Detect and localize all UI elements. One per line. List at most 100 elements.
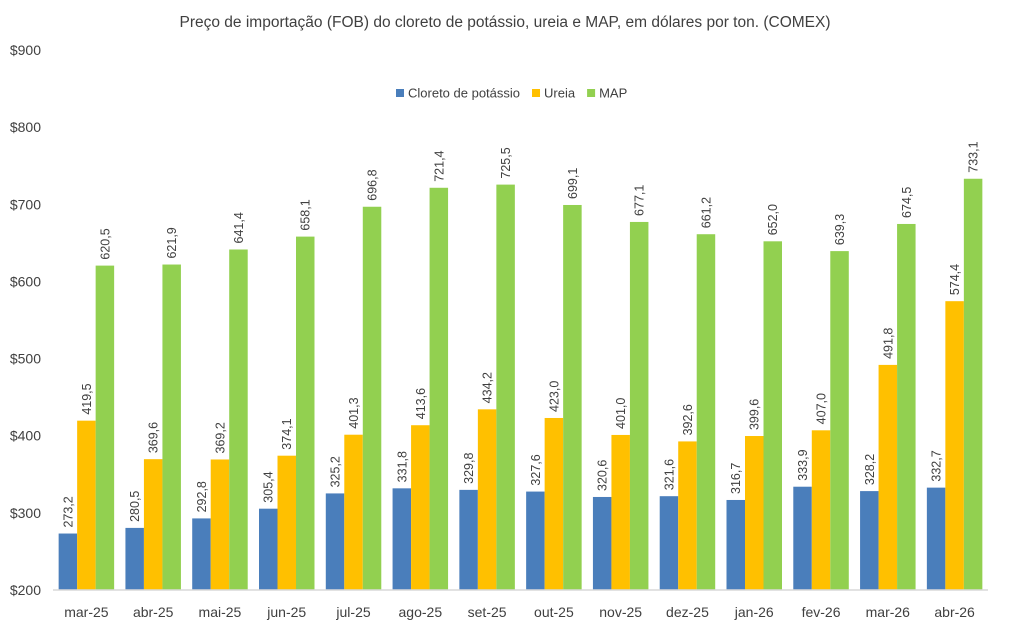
bar-cloreto-de-pot-ssio-ago-25	[392, 488, 412, 590]
bar-cloreto-de-pot-ssio-dez-25	[659, 496, 679, 590]
data-label: 658,1	[299, 199, 313, 230]
x-tick-label: fev-26	[802, 604, 841, 620]
bar-ureia-abr-25	[143, 459, 163, 590]
data-label: 733,1	[967, 141, 981, 172]
data-label: 292,8	[195, 481, 209, 512]
legend-swatch	[396, 89, 404, 97]
data-label: 401,0	[614, 398, 628, 429]
data-label: 574,4	[948, 264, 962, 295]
bar-cloreto-de-pot-ssio-abr-26	[926, 487, 946, 590]
data-label: 328,2	[863, 454, 877, 485]
data-label: 374,1	[280, 418, 294, 449]
bar-ureia-mar-26	[878, 364, 898, 590]
y-tick-label: $800	[10, 119, 41, 135]
data-label: 401,3	[347, 397, 361, 428]
x-tick-label: mar-25	[64, 604, 109, 620]
bar-cloreto-de-pot-ssio-nov-25	[592, 496, 612, 590]
data-label: 696,8	[366, 169, 380, 200]
bar-ureia-jan-26	[745, 436, 764, 590]
bar-cloreto-de-pot-ssio-out-25	[526, 491, 545, 590]
bar-map-out-25	[563, 204, 582, 591]
bar-ureia-nov-25	[611, 434, 630, 590]
bar-map-abr-25	[162, 264, 181, 590]
bar-ureia-abr-26	[945, 301, 964, 590]
data-label: 320,6	[596, 460, 610, 491]
bar-cloreto-de-pot-ssio-fev-26	[793, 486, 812, 590]
data-label: 332,7	[930, 450, 944, 481]
bar-cloreto-de-pot-ssio-mar-25	[58, 533, 78, 590]
data-label: 434,2	[481, 372, 495, 403]
y-tick-label: $500	[10, 351, 41, 367]
bar-cloreto-de-pot-ssio-set-25	[459, 489, 478, 590]
bar-map-ago-25	[429, 187, 449, 590]
data-label: 661,2	[699, 197, 713, 228]
data-label: 399,6	[748, 399, 762, 430]
data-label: 333,9	[796, 449, 810, 480]
bar-map-jul-25	[362, 206, 382, 590]
data-label: 641,4	[232, 212, 246, 243]
bar-cloreto-de-pot-ssio-mai-25	[192, 518, 211, 590]
bar-map-dez-25	[696, 234, 716, 590]
bar-ureia-out-25	[544, 417, 564, 590]
bar-cloreto-de-pot-ssio-jun-25	[259, 508, 278, 590]
x-axis: mar-25 abr-25 mai-25 jun-25 jul-25 ago-25 set-…	[53, 589, 988, 620]
y-tick-label: $300	[10, 505, 41, 521]
data-label: 423,0	[547, 381, 561, 412]
data-label: 674,5	[900, 187, 914, 218]
data-label: 331,8	[395, 451, 409, 482]
bar-map-mar-26	[897, 223, 916, 590]
data-label: 407,0	[815, 393, 829, 424]
bars	[58, 178, 983, 591]
bar-map-mar-25	[95, 265, 115, 590]
bar-cloreto-de-pot-ssio-jan-26	[726, 499, 745, 590]
data-label: 677,1	[633, 185, 647, 216]
bar-ureia-set-25	[477, 409, 497, 590]
legend: Cloreto de potássio Ureia MAP	[396, 86, 627, 101]
data-label: 273,2	[61, 496, 75, 527]
legend-swatch	[587, 89, 596, 97]
x-tick-label: nov-25	[599, 604, 642, 620]
data-label: 305,4	[262, 471, 276, 502]
x-tick-label: jun-25	[266, 604, 306, 620]
data-label: 327,6	[529, 454, 543, 485]
data-label: 280,5	[128, 491, 142, 522]
x-tick-label: mar-26	[866, 604, 911, 620]
x-tick-label: set-25	[468, 604, 507, 620]
x-tick-label: abr-26	[934, 604, 975, 620]
data-labels: 273,2 280,5 292,8 305,4 325,2 331,8 329,8 327,6…	[61, 141, 980, 527]
data-label: 652,0	[766, 204, 780, 235]
bar-ureia-dez-25	[678, 441, 697, 590]
data-label: 329,8	[462, 453, 476, 484]
legend-label: MAP	[599, 86, 627, 101]
y-axis: $200 $300 $400 $500 $600 $700 $800 $900	[10, 42, 41, 598]
data-label: 621,9	[165, 227, 179, 258]
data-label: 419,5	[80, 383, 94, 414]
y-tick-label: $700	[10, 196, 41, 212]
bar-map-mai-25	[229, 249, 248, 591]
bar-ureia-mar-25	[77, 420, 96, 590]
bar-cloreto-de-pot-ssio-jul-25	[325, 493, 345, 590]
data-label: 721,4	[432, 150, 446, 181]
data-label: 325,2	[329, 456, 343, 487]
data-label: 639,3	[833, 214, 847, 245]
data-label: 392,6	[681, 404, 695, 435]
x-tick-label: ago-25	[399, 604, 443, 620]
legend-label: Ureia	[544, 86, 576, 101]
x-tick-label: out-25	[534, 604, 574, 620]
bar-map-fev-26	[830, 251, 849, 591]
bar-cloreto-de-pot-ssio-abr-25	[125, 527, 144, 590]
data-label: 699,1	[566, 168, 580, 199]
bar-ureia-mai-25	[210, 459, 230, 590]
bar-map-set-25	[496, 184, 515, 591]
y-tick-label: $900	[10, 42, 41, 58]
y-tick-label: $400	[10, 428, 41, 444]
bar-ureia-jun-25	[277, 455, 296, 590]
x-tick-label: mai-25	[199, 604, 242, 620]
bar-map-nov-25	[629, 221, 649, 590]
x-tick-label: jul-25	[335, 604, 370, 620]
bar-map-jun-25	[296, 236, 315, 591]
legend-label: Cloreto de potássio	[408, 86, 520, 101]
data-label: 316,7	[729, 463, 743, 494]
data-label: 369,2	[213, 422, 227, 453]
